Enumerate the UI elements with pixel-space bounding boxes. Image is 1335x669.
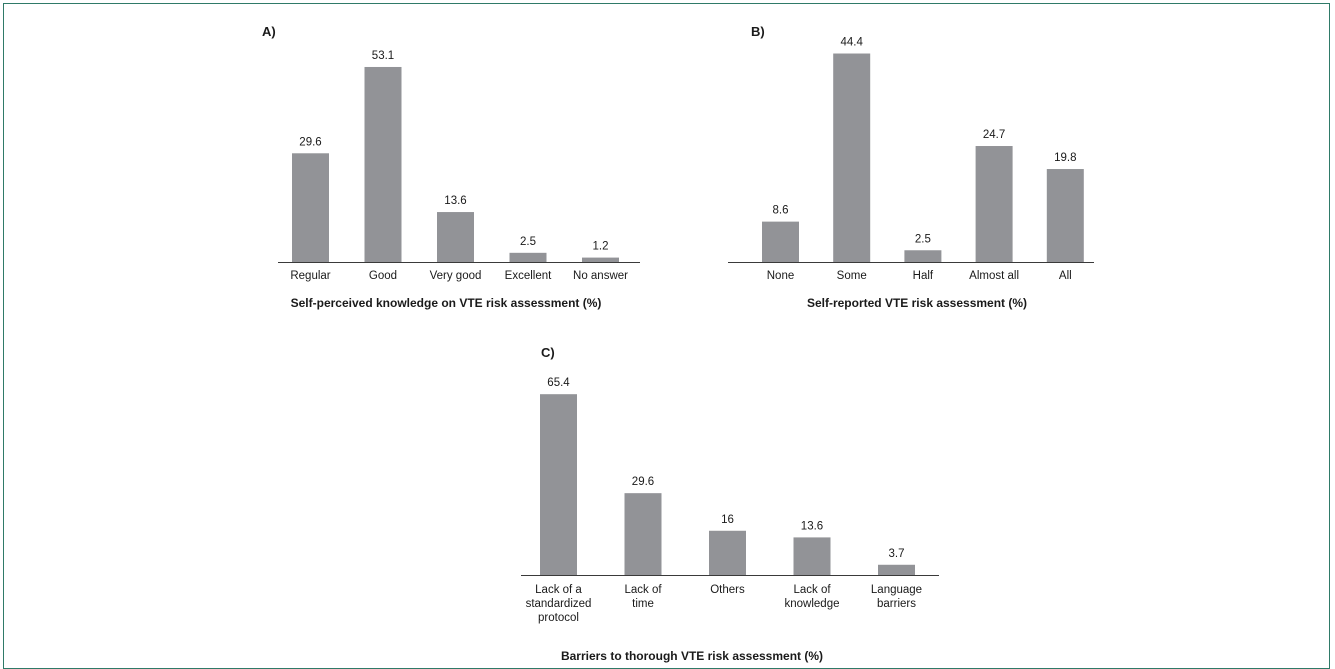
tick-label: No answer (573, 270, 628, 282)
x-axis-title: Self-perceived knowledge on VTE risk ass… (291, 296, 602, 310)
data-label: 29.6 (632, 476, 654, 488)
bar (582, 257, 619, 262)
chart-panel-a: A) 29.6 Regular 53.1 Good 13.6 Very good 2.5 Exc… (262, 24, 640, 310)
data-label: 1.2 (593, 241, 609, 253)
tick-label: Almost all (969, 270, 1019, 282)
chart-panel-c: C) 65.4 Lack of a standardized protocol 29.6 L… (521, 345, 939, 663)
tick-label: Lack of knowledge (785, 584, 840, 610)
data-label: 3.7 (889, 548, 905, 560)
tick-label: Lack of time (624, 584, 662, 610)
bar (509, 252, 547, 262)
data-label: 53.1 (372, 50, 394, 62)
tick-label: None (767, 270, 795, 282)
data-label: 19.8 (1054, 152, 1076, 164)
panel-label: C) (541, 345, 555, 360)
panel-label: B) (751, 24, 765, 39)
data-label: 44.4 (841, 37, 864, 49)
tick-label: Lack of a standardized protocol (526, 584, 592, 624)
tick-label: Excellent (505, 270, 552, 282)
x-axis-title: Barriers to thorough VTE risk assessment… (561, 649, 823, 663)
bar (793, 537, 831, 575)
bar (540, 394, 577, 575)
data-label: 16 (721, 514, 734, 526)
bar (1046, 169, 1084, 262)
tick-label: All (1059, 270, 1072, 282)
bar (833, 53, 871, 262)
bar (762, 221, 799, 262)
data-label: 8.6 (773, 205, 789, 217)
tick-label: Language barriers (871, 584, 922, 610)
tick-label: Very good (430, 270, 482, 282)
tick-label: Half (913, 270, 934, 282)
bar (292, 153, 329, 262)
tick-label: Good (369, 270, 397, 282)
tick-label: Regular (290, 270, 330, 282)
bar (364, 66, 402, 262)
bar (709, 530, 746, 575)
data-label: 13.6 (801, 520, 823, 532)
tick-label: Others (710, 584, 745, 596)
figure-frame (3, 3, 1330, 669)
data-label: 2.5 (520, 236, 536, 248)
data-label: 65.4 (547, 377, 570, 389)
bar (878, 564, 915, 575)
tick-label: Some (837, 270, 867, 282)
bar (975, 146, 1013, 262)
panel-label: A) (262, 24, 276, 39)
bar (904, 250, 942, 262)
chart-panel-b: B) 8.6 None 44.4 Some 2.5 Half 24.7 Almost all 19… (728, 24, 1094, 310)
data-label: 24.7 (983, 129, 1005, 141)
bar (437, 212, 474, 262)
data-label: 2.5 (915, 233, 931, 245)
x-axis-title: Self-reported VTE risk assessment (%) (807, 296, 1027, 310)
bar (624, 493, 662, 575)
data-label: 13.6 (444, 195, 466, 207)
data-label: 29.6 (299, 136, 321, 148)
